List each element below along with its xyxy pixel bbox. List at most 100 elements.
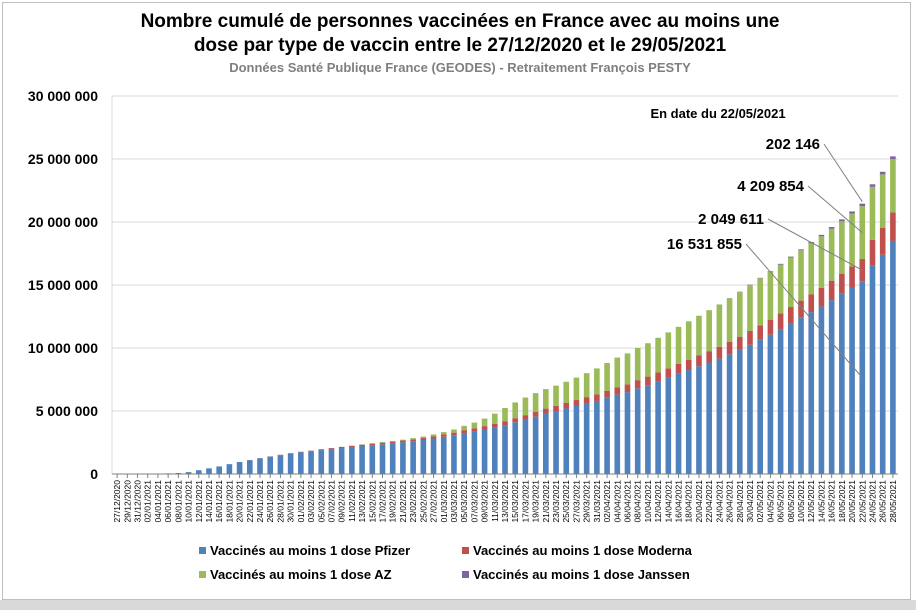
x-tick-label: 19/02/2021 [388,480,398,523]
bar-segment [522,419,529,474]
x-tick-label: 30/04/2021 [745,480,755,523]
bar-segment [440,436,447,474]
bar-segment [839,273,845,294]
legend-swatch [462,571,469,578]
grid-lines [111,95,898,475]
bar-segment [451,432,457,436]
x-tick-label: 10/04/2021 [643,480,653,523]
bar-segment [226,464,233,474]
bar-segment [879,254,886,474]
x-tick-label: 24/01/2021 [255,480,265,523]
bar-segment [849,266,855,288]
bar-segment [747,285,753,331]
bar-segment [859,203,866,207]
bar-segment [502,425,508,474]
x-tick-label: 20/05/2021 [847,480,857,523]
bar-segment [849,213,855,267]
bar-segment [532,416,539,474]
x-tick-label: 11/02/2021 [347,480,357,522]
bar-segment [298,452,304,474]
x-tick-label: 25/02/2021 [418,480,428,523]
bar-segment [379,444,386,474]
bar-segment [410,438,416,440]
bar-segment [828,300,835,474]
bar-segment [563,381,570,403]
bar-segment [583,373,590,398]
bar-segment [512,402,519,419]
bar-segment [675,326,682,365]
bar-segment [471,431,478,474]
bar-segment [379,442,386,445]
bar-segment [747,344,753,474]
bar-segment [583,397,590,404]
x-tick-label: 12/01/2021 [194,480,204,523]
bar-segment [594,368,600,395]
bar-segment [767,334,774,474]
y-axis: 0 5 000 000 10 000 000 15 000 000 20 000 000… [28,88,98,482]
bar-segment [440,432,447,435]
bar-segment [685,370,692,474]
bar-segment [706,351,712,363]
bar-segment [604,397,610,474]
x-tick-label: 29/03/2021 [582,480,592,523]
x-tick-label: 24/05/2021 [867,480,877,523]
bottom-scrollbar[interactable] [0,600,916,610]
x-tick-label: 18/04/2021 [684,480,694,523]
x-tick-label: 14/01/2021 [204,480,214,523]
bar-segment [665,377,672,474]
bar-segment [359,444,365,447]
bar-segment [747,330,753,345]
bar-segment [389,443,396,474]
bar-segment [522,415,529,420]
bar-segment [553,385,559,406]
bar-segment [430,434,437,437]
x-tick-label: 01/02/2021 [296,480,306,523]
x-tick-label: 17/02/2021 [378,480,388,523]
x-tick-label: 03/02/2021 [306,480,316,523]
x-tick-label: 29/12/2020 [122,480,132,523]
x-tick-label: 06/04/2021 [622,480,632,523]
x-tick-label: 27/02/2021 [429,480,439,523]
bar-segment [828,227,835,229]
x-tick-label: 28/01/2021 [275,480,285,523]
bar-segment [828,280,835,301]
bar-segment [798,249,804,251]
bar-segment [655,337,661,373]
bar-segment [736,291,743,337]
bar-segment [624,392,631,474]
bar-segment [308,451,314,474]
bar-segment [195,470,202,474]
bars [112,156,898,475]
bar-segment [491,413,498,424]
bar-segment [726,298,733,342]
bar-segment [849,211,855,214]
bar-segment [696,355,702,367]
bar-segment [277,455,284,474]
x-tick-label: 16/04/2021 [674,480,684,523]
bar-segment [471,422,478,429]
bar-segment [522,397,529,416]
bar-segment [502,407,508,422]
x-tick-label: 08/01/2021 [173,480,183,523]
bar-segment [614,394,621,474]
bar-segment [420,437,427,440]
bar-segment [573,405,580,474]
bar-segment [410,439,416,442]
bar-segment [757,339,764,474]
bar-segment [369,443,376,444]
x-tick-label: 30/01/2021 [286,480,296,523]
x-tick-label: 22/04/2021 [704,480,714,523]
bar-segment [451,435,457,474]
bar-segment [583,403,590,474]
bar-segment [563,408,570,474]
bar-segment [808,294,815,313]
bar-segment [869,184,876,187]
x-tick-label: 12/05/2021 [806,480,816,523]
bar-segment [410,441,416,474]
bar-segment [818,236,825,288]
x-tick-label: 28/05/2021 [888,480,898,523]
bar-segment [655,372,661,382]
bar-segment [818,306,825,474]
bar-segment [869,186,876,240]
x-tick-label: 26/01/2021 [265,480,275,523]
